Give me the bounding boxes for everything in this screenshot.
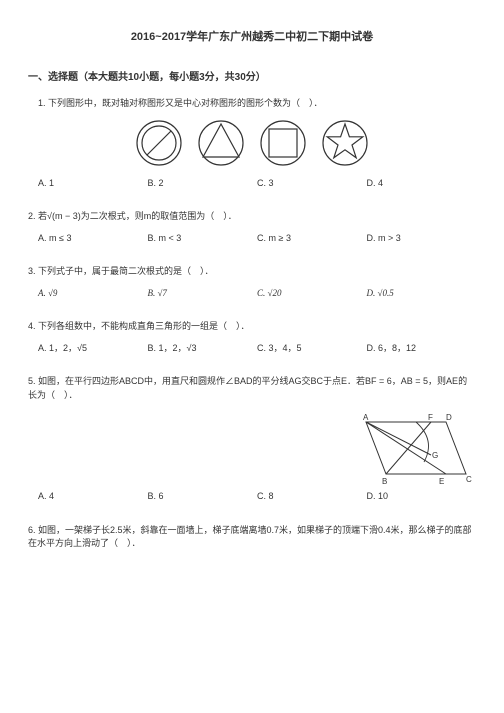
q1-opt-b: B. 2 xyxy=(148,177,258,191)
q5-opt-d: D. 10 xyxy=(367,490,477,504)
q4-opt-c: C. 3，4，5 xyxy=(257,342,367,356)
q3-opt-d: D. √0.5 xyxy=(367,287,477,301)
q3-opt-c: C. √20 xyxy=(257,287,367,301)
q5-stem: 5. 如图，在平行四边形ABCD中，用直尺和圆规作∠BAD的平分线AG交BC于点… xyxy=(28,375,476,402)
q3-opt-a: A. √9 xyxy=(38,287,148,301)
q2-opt-d: D. m > 3 xyxy=(367,232,477,246)
q1: 1. 下列图形中，既对轴对称图形又是中心对称图形的图形个数为（ ）． xyxy=(28,97,476,190)
svg-text:G: G xyxy=(432,451,438,460)
q2-opt-c: C. m ≥ 3 xyxy=(257,232,367,246)
q4-opt-d: D. 6，8，12 xyxy=(367,342,477,356)
q5: 5. 如图，在平行四边形ABCD中，用直尺和圆规作∠BAD的平分线AG交BC于点… xyxy=(28,375,476,504)
q4-stem: 4. 下列各组数中，不能构成直角三角形的一组是（ ）． xyxy=(28,320,476,334)
square-in-circle-icon xyxy=(259,119,307,167)
star-in-circle-icon xyxy=(321,119,369,167)
q5-opt-b: B. 6 xyxy=(148,490,258,504)
q1-stem: 1. 下列图形中，既对轴对称图形又是中心对称图形的图形个数为（ ）． xyxy=(28,97,476,111)
q4: 4. 下列各组数中，不能构成直角三角形的一组是（ ）． A. 1，2，√5 B.… xyxy=(28,320,476,355)
q1-opt-d: D. 4 xyxy=(367,177,477,191)
q4-opt-a: A. 1，2，√5 xyxy=(38,342,148,356)
svg-text:B: B xyxy=(382,477,387,486)
q5-opt-a: A. 4 xyxy=(38,490,148,504)
no-entry-icon xyxy=(135,119,183,167)
q3: 3. 下列式子中，属于最简二次根式的是（ ）． A. √9 B. √7 C. √… xyxy=(28,265,476,300)
q3-opt-b: B. √7 xyxy=(148,287,258,301)
page-title: 2016~2017学年广东广州越秀二中初二下期中试卷 xyxy=(28,28,476,44)
q1-opt-c: C. 3 xyxy=(257,177,367,191)
section-header: 一、选择题（本大题共10小题，每小题3分，共30分） xyxy=(28,68,476,83)
svg-text:D: D xyxy=(446,413,452,422)
q2-opt-a: A. m ≤ 3 xyxy=(38,232,148,246)
q1-opt-a: A. 1 xyxy=(38,177,148,191)
svg-text:C: C xyxy=(466,475,472,484)
svg-text:E: E xyxy=(439,477,444,486)
svg-text:F: F xyxy=(428,413,433,422)
q2-stem: 2. 若√(m − 3)为二次根式，则m的取值范围为（ ）． xyxy=(28,210,476,224)
q1-shapes xyxy=(28,119,476,167)
q6-stem: 6. 如图，一架梯子长2.5米，斜靠在一面墙上，梯子底端离墙0.7米，如果梯子的… xyxy=(28,524,476,551)
q6: 6. 如图，一架梯子长2.5米，斜靠在一面墙上，梯子底端离墙0.7米，如果梯子的… xyxy=(28,524,476,551)
q2: 2. 若√(m − 3)为二次根式，则m的取值范围为（ ）． A. m ≤ 3 … xyxy=(28,210,476,245)
triangle-in-circle-icon xyxy=(197,119,245,167)
q5-opt-c: C. 8 xyxy=(257,490,367,504)
q4-opt-b: B. 1，2，√3 xyxy=(148,342,258,356)
q5-diagram: A F D B E C G xyxy=(346,410,476,490)
svg-text:A: A xyxy=(363,413,369,422)
q2-opt-b: B. m < 3 xyxy=(148,232,258,246)
q3-stem: 3. 下列式子中，属于最简二次根式的是（ ）． xyxy=(28,265,476,279)
